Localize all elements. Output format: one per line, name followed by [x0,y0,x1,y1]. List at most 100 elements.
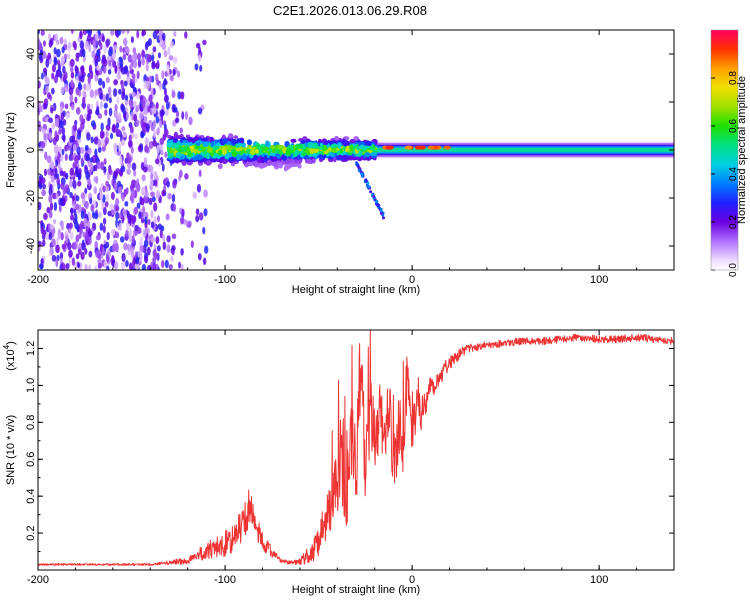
noise-blob [120,261,126,270]
noise-blob [103,166,107,173]
noise-blob [65,112,71,119]
transition-blob [221,147,227,154]
noise-blob [128,262,133,270]
noise-blob [151,60,156,70]
noise-blob [105,76,110,84]
noise-blob [125,112,129,121]
noise-blob [136,227,142,235]
transition-blob [324,140,329,145]
noise-blob [50,107,54,114]
noise-blob [147,37,152,46]
noise-blob [152,128,156,139]
transition-blob [175,157,180,164]
noise-blob [59,120,64,129]
noise-blob [99,92,103,100]
noise-blob [51,255,57,262]
noise-blob [111,123,116,133]
noise-blob [74,119,78,126]
noise-blob [111,209,116,216]
noise-blob [83,217,88,227]
noise-blob [156,79,160,86]
noise-blob [188,116,193,126]
noise-blob [144,136,150,145]
noise-blob [122,53,127,61]
noise-blob [97,258,102,265]
transition-blob [330,143,338,149]
transition-blob [246,139,253,146]
noise-blob [164,94,169,103]
noise-blob [167,192,172,200]
noise-blob [55,244,60,254]
noise-blob [61,243,66,250]
noise-blob [131,179,135,187]
noise-blob [79,40,85,50]
colorbar-tick-label: 0.4 [728,167,739,181]
noise-blob [178,169,183,178]
noise-blob [153,170,158,179]
transition-blob [249,149,256,155]
noise-blob [69,66,74,73]
noise-blob [73,124,78,132]
noise-blob [173,31,177,37]
noise-blob [102,225,106,234]
noise-blob [85,170,90,180]
noise-blob [107,117,111,127]
noise-blob [132,86,137,93]
noise-blob [166,180,171,188]
noise-blob [53,47,57,55]
noise-blob [80,192,85,200]
spectrogram-x-tick-label: -200 [27,274,49,286]
noise-blob [50,175,55,183]
noise-blob [61,127,66,136]
noise-blob [140,162,145,171]
transition-blob [252,161,257,167]
noise-blob [144,255,149,264]
noise-blob [49,246,54,257]
noise-blob [111,178,115,187]
noise-blob [152,46,157,53]
noise-blob [110,191,115,200]
noise-blob [145,63,149,72]
transition-blob [337,142,342,150]
noise-blob [163,50,168,58]
transition-blob [215,142,221,147]
noise-blob [119,236,125,243]
noise-blob [42,229,47,236]
transition-blob [221,138,229,145]
spectrogram-x-label: Height of straight line (km) [292,284,420,296]
transition-blob [231,151,238,157]
noise-blob [88,250,93,258]
transition-blob [235,153,241,161]
noise-blob [67,242,72,251]
peak-blob [419,145,426,150]
noise-blob [164,151,168,158]
noise-blob [53,201,58,211]
noise-blob [195,215,200,223]
noise-blob [109,203,114,212]
noise-blob [56,177,60,185]
noise-blob [131,73,136,79]
noise-blob [155,62,160,69]
colorbar: 0.00.20.40.60.8 Normalized spectral ampl… [710,29,748,277]
noise-blob [84,233,90,242]
noise-blob [120,30,126,35]
noise-blob [38,245,41,252]
noise-blob [84,40,89,51]
noise-blob [168,54,174,61]
noise-blob [202,39,207,46]
spectrogram-y-tick-label: 0 [25,147,37,153]
noise-blob [74,132,78,139]
transition-blob [317,154,324,160]
noise-blob [51,87,55,95]
noise-blob [89,197,93,205]
noise-blob [114,104,118,112]
noise-blob [155,190,161,199]
noise-blob [123,80,128,87]
noise-blob [65,53,71,60]
transition-blob [283,165,288,172]
noise-blob [117,180,122,188]
noise-blob [143,239,149,248]
transition-blob [271,152,276,157]
noise-blob [53,76,59,83]
transition-blob [191,137,196,144]
